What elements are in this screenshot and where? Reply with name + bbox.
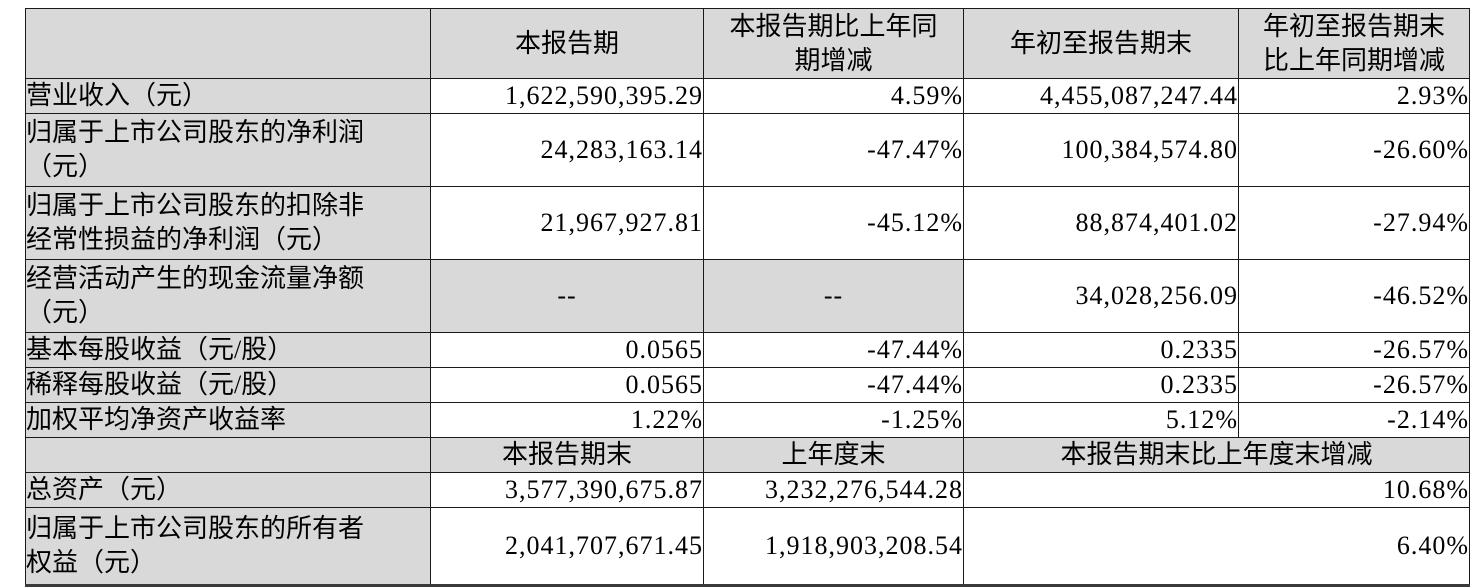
row-net-profit-attributable: 归属于上市公司股东的净利润 （元） 24,283,163.14 -47.47% …: [25, 113, 1470, 187]
financial-summary-table-wrap: 本报告期 本报告期比上年同 期增减 年初至报告期末 年初至报告期末 比上年同期增…: [25, 8, 1470, 587]
value-yoy-placeholder: --: [703, 259, 964, 333]
header-current-period-yoy: 本报告期比上年同 期增减: [703, 8, 964, 79]
row-operating-revenue: 营业收入（元） 1,622,590,395.29 4.59% 4,455,087…: [25, 78, 1470, 114]
header-period-end: 本报告期末: [430, 437, 704, 473]
financial-summary-table: 本报告期 本报告期比上年同 期增减 年初至报告期末 年初至报告期末 比上年同期增…: [25, 8, 1470, 587]
value-ytd: 5.12%: [963, 402, 1239, 438]
value-ytd-yoy: -46.52%: [1238, 259, 1470, 333]
row-basic-eps: 基本每股收益（元/股） 0.0565 -47.44% 0.2335 -26.57…: [25, 332, 1470, 368]
value-ytd-yoy: -27.94%: [1238, 186, 1470, 260]
row-label: 归属于上市公司股东的所有者 权益（元）: [25, 507, 431, 587]
row-weighted-avg-roe: 加权平均净资产收益率 1.22% -1.25% 5.12% -2.14%: [25, 402, 1470, 438]
value-period-end: 2,041,707,671.45: [430, 507, 704, 587]
value-yoy: -47.47%: [703, 113, 964, 187]
value-period-end: 3,577,390,675.87: [430, 472, 704, 508]
value-prev-year-end: 3,232,276,544.28: [703, 472, 964, 508]
value-ytd-yoy: -2.14%: [1238, 402, 1470, 438]
value-ytd-yoy: -26.57%: [1238, 332, 1470, 368]
value-yoy: 4.59%: [703, 78, 964, 114]
value-current: 1.22%: [430, 402, 704, 438]
value-change: 6.40%: [963, 507, 1470, 587]
header-period-end-change: 本报告期末比上年度末增减: [963, 437, 1470, 473]
value-ytd: 100,384,574.80: [963, 113, 1239, 187]
value-ytd-yoy: -26.60%: [1238, 113, 1470, 187]
value-ytd-yoy: 2.93%: [1238, 78, 1470, 114]
header-row-balance: 本报告期末 上年度末 本报告期末比上年度末增减: [25, 437, 1470, 473]
row-net-profit-excl-nonrecurring: 归属于上市公司股东的扣除非 经常性损益的净利润（元） 21,967,927.81…: [25, 186, 1470, 260]
row-equity-attributable: 归属于上市公司股东的所有者 权益（元） 2,041,707,671.45 1,9…: [25, 507, 1470, 587]
header-ytd-yoy: 年初至报告期末 比上年同期增减: [1238, 8, 1470, 79]
value-current: 1,622,590,395.29: [430, 78, 704, 114]
value-current: 0.0565: [430, 367, 704, 403]
row-label: 营业收入（元）: [25, 78, 431, 114]
row-total-assets: 总资产（元） 3,577,390,675.87 3,232,276,544.28…: [25, 472, 1470, 508]
value-ytd: 0.2335: [963, 367, 1239, 403]
value-ytd: 88,874,401.02: [963, 186, 1239, 260]
row-operating-cash-flow: 经营活动产生的现金流量净额 （元） -- -- 34,028,256.09 -4…: [25, 259, 1470, 333]
value-current: 0.0565: [430, 332, 704, 368]
row-label: 稀释每股收益（元/股）: [25, 367, 431, 403]
header-ytd: 年初至报告期末: [963, 8, 1239, 79]
header-current-period: 本报告期: [430, 8, 704, 79]
value-current: 24,283,163.14: [430, 113, 704, 187]
row-label: 经营活动产生的现金流量净额 （元）: [25, 259, 431, 333]
row-diluted-eps: 稀释每股收益（元/股） 0.0565 -47.44% 0.2335 -26.57…: [25, 367, 1470, 403]
value-change: 10.68%: [963, 472, 1470, 508]
value-yoy: -47.44%: [703, 367, 964, 403]
header-prev-year-end: 上年度末: [703, 437, 964, 473]
value-yoy: -45.12%: [703, 186, 964, 260]
value-yoy: -1.25%: [703, 402, 964, 438]
row-label: 归属于上市公司股东的净利润 （元）: [25, 113, 431, 187]
header-row-period: 本报告期 本报告期比上年同 期增减 年初至报告期末 年初至报告期末 比上年同期增…: [25, 8, 1470, 79]
header-blank-cell: [25, 8, 431, 79]
value-ytd: 4,455,087,247.44: [963, 78, 1239, 114]
value-prev-year-end: 1,918,903,208.54: [703, 507, 964, 587]
value-ytd-yoy: -26.57%: [1238, 367, 1470, 403]
header-blank-cell: [25, 437, 431, 473]
row-label: 归属于上市公司股东的扣除非 经常性损益的净利润（元）: [25, 186, 431, 260]
value-current-placeholder: --: [430, 259, 704, 333]
value-yoy: -47.44%: [703, 332, 964, 368]
row-label: 基本每股收益（元/股）: [25, 332, 431, 368]
row-label: 总资产（元）: [25, 472, 431, 508]
value-ytd: 34,028,256.09: [963, 259, 1239, 333]
row-label: 加权平均净资产收益率: [25, 402, 431, 438]
value-current: 21,967,927.81: [430, 186, 704, 260]
value-ytd: 0.2335: [963, 332, 1239, 368]
